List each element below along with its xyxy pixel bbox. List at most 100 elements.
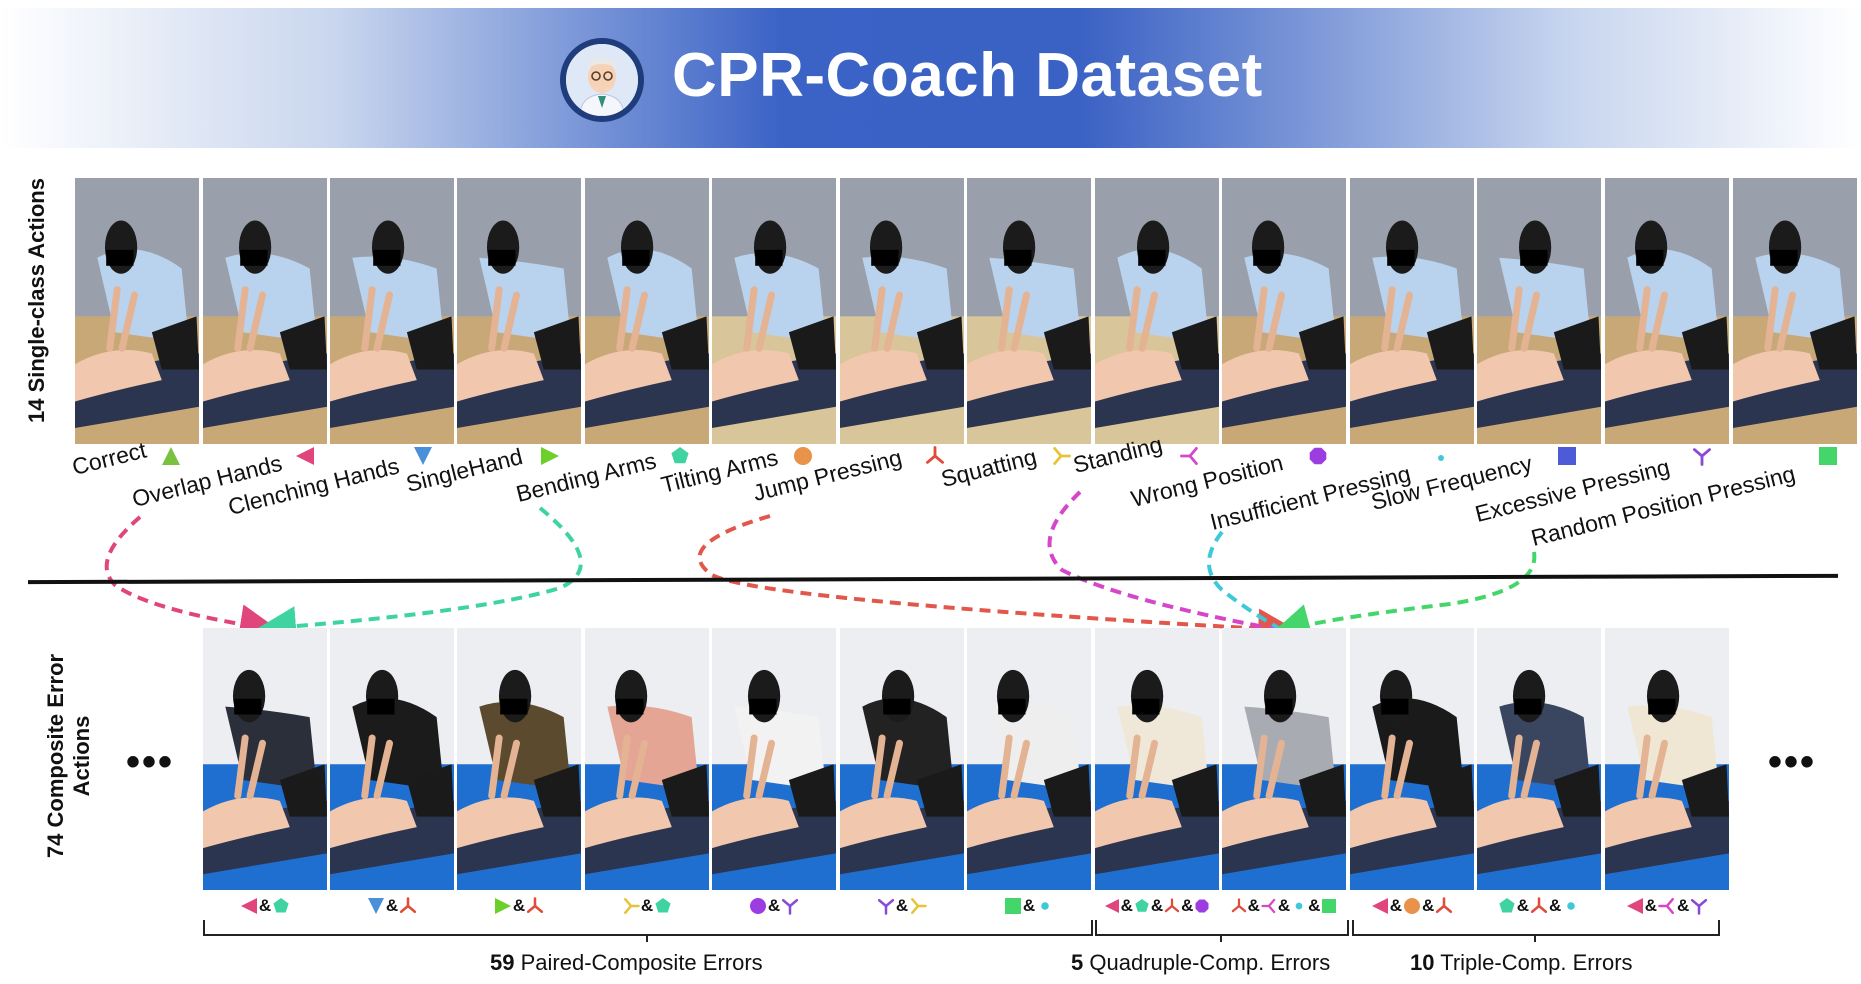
action-label: Bending Arms — [513, 447, 659, 508]
ampersand: & — [1120, 896, 1133, 915]
combo-icons: & — [203, 893, 327, 919]
tri-branch-left-icon — [909, 897, 927, 915]
composite-action-photo — [330, 628, 454, 890]
combo-icons: & — [840, 893, 964, 919]
combo-icons: & & & — [1095, 893, 1219, 919]
circle-icon — [793, 446, 813, 471]
small-dot-icon — [1036, 897, 1054, 915]
triangle-down-icon — [413, 446, 433, 471]
connector-insufficient-pressing — [1207, 530, 1283, 632]
composite-action-photo — [712, 628, 836, 890]
composite-action-photo — [967, 628, 1091, 890]
combo-icons: & & — [1605, 893, 1729, 919]
triangle-left-icon — [240, 897, 258, 915]
pentagon-icon — [1498, 897, 1516, 915]
composite-action-photo — [203, 628, 327, 890]
combo-icons: & — [585, 893, 709, 919]
ampersand: & — [1644, 896, 1657, 915]
tri-branch-right-icon — [1180, 446, 1200, 471]
composite-row-label-line1: 74 Composite Error — [43, 653, 68, 859]
combo-icons: & — [457, 893, 581, 919]
paired-composite-brace — [203, 920, 1093, 936]
combo-icons: & — [330, 893, 454, 919]
square-icon — [1557, 446, 1577, 471]
ampersand: & — [1181, 896, 1194, 915]
single-action-photo — [457, 178, 581, 444]
triangle-left-icon — [1371, 897, 1389, 915]
combo-icons: & & — [1350, 893, 1474, 919]
connector-random-position — [1270, 551, 1537, 643]
ampersand: & — [895, 896, 909, 915]
combo-icons: & & — [1477, 893, 1601, 919]
ellipsis-right: ••• — [1768, 740, 1817, 784]
connector-bending-arms — [256, 506, 583, 647]
single-action-photo — [330, 178, 454, 444]
ampersand: & — [1247, 896, 1260, 915]
ampersand: & — [1277, 896, 1291, 915]
ampersand: & — [1150, 896, 1164, 915]
tri-branch-down-icon — [925, 446, 945, 471]
triangle-left-icon — [1104, 898, 1120, 914]
quadruple-count: 5 — [1071, 950, 1084, 975]
single-action-photo — [203, 178, 327, 444]
composite-action-photo — [1222, 628, 1346, 890]
square-icon — [1321, 898, 1337, 914]
pentagon-icon — [272, 897, 290, 915]
tri-branch-up-icon — [1690, 897, 1708, 915]
composite-action-photo — [1605, 628, 1729, 890]
triple-composite-label: 10 Triple-Comp. Errors — [1410, 950, 1633, 976]
quadruple-composite-label: 5 Quadruple-Comp. Errors — [1071, 950, 1330, 976]
single-action-photo — [1350, 178, 1474, 444]
single-action-photo — [585, 178, 709, 444]
title-banner — [0, 8, 1861, 148]
composite-action-photo — [1095, 628, 1219, 890]
doctor-avatar-icon — [560, 38, 644, 122]
connector-overlap-hands — [104, 515, 280, 645]
tri-branch-down-icon — [399, 897, 417, 915]
ellipsis-left: ••• — [126, 740, 175, 784]
ampersand: & — [767, 896, 781, 915]
triple-composite-brace — [1352, 920, 1720, 936]
triangle-right-icon — [494, 897, 512, 915]
single-action-photo — [1733, 178, 1857, 444]
ampersand: & — [1022, 896, 1036, 915]
ampersand: & — [1516, 896, 1529, 915]
combo-icons: & — [712, 893, 836, 919]
action-label: Squatting — [938, 443, 1040, 493]
triangle-right-icon — [540, 446, 560, 471]
tri-branch-down-icon — [1435, 897, 1453, 915]
tri-branch-down-icon — [1164, 898, 1180, 914]
tri-branch-down-icon — [1231, 898, 1247, 914]
pentagon-icon — [654, 897, 672, 915]
single-action-photo — [1095, 178, 1219, 444]
single-actions-row-label: 14 Single-class Actions — [24, 178, 49, 423]
single-action-photo — [967, 178, 1091, 444]
composite-action-photo — [1350, 628, 1474, 890]
tri-branch-up-icon — [877, 897, 895, 915]
connector-jump-pressing — [697, 514, 1298, 649]
ampersand: & — [640, 896, 654, 915]
tri-branch-down-icon — [1530, 897, 1548, 915]
octagon-icon — [1308, 446, 1328, 471]
small-dot-icon — [1291, 898, 1307, 914]
composite-action-photo — [840, 628, 964, 890]
circle-icon — [1403, 897, 1421, 915]
paired-composite-brace-tip — [646, 934, 648, 942]
pentagon-icon — [1134, 898, 1150, 914]
single-action-photo — [1605, 178, 1729, 444]
paired-count: 59 — [490, 950, 515, 975]
triangle-down-icon — [367, 897, 385, 915]
tri-branch-right-icon — [1658, 897, 1676, 915]
composite-action-photo — [585, 628, 709, 890]
single-action-photo — [75, 178, 199, 444]
ampersand: & — [1389, 896, 1402, 915]
square-icon — [1818, 446, 1838, 471]
small-dot-icon — [1562, 897, 1580, 915]
ampersand: & — [512, 896, 526, 915]
composite-row-label-line2: Actions — [69, 715, 94, 797]
tri-branch-right-icon — [1261, 898, 1277, 914]
quadruple-composite-brace-tip — [1220, 934, 1222, 942]
paired-text: Paired-Composite Errors — [514, 950, 763, 975]
combo-icons: & & & — [1222, 893, 1346, 919]
triple-composite-brace-tip — [1534, 934, 1536, 942]
